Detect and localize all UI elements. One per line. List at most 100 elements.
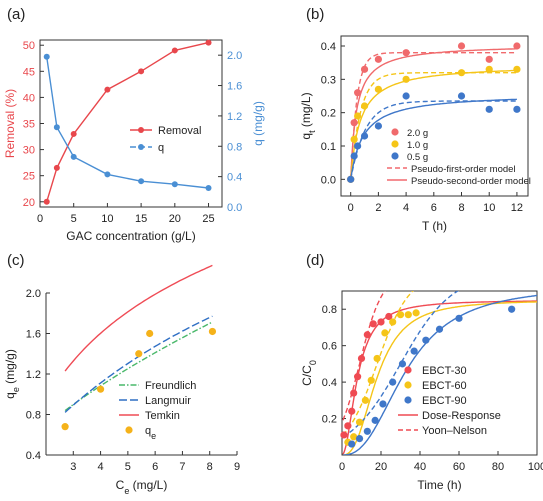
- panel-label-a: (a): [7, 6, 25, 23]
- data-point: [389, 318, 397, 326]
- data-point: [350, 389, 358, 397]
- x-tick-label: 4: [403, 202, 409, 214]
- x-tick-label: 15: [135, 213, 147, 225]
- data-point: [379, 400, 387, 408]
- legend-label: Temkin: [145, 410, 180, 422]
- data-point: [402, 75, 410, 83]
- data-point: [457, 42, 466, 50]
- data-point-Removal: [205, 39, 212, 46]
- panel-a: (a) 0 5 10 15 20 25 20 25 30 35 40 45 50 0.0 0.4 0.8 1.2 1…: [3, 6, 265, 243]
- x-tick-label: 100: [528, 461, 543, 473]
- panel-label-b: (b): [306, 6, 324, 23]
- data-point: [355, 435, 364, 443]
- legend-label: 0.5 g: [407, 152, 428, 163]
- legend-label: EBCT-60: [422, 380, 467, 392]
- panel-label-c: (c): [7, 252, 25, 269]
- x-tick-label: 20: [169, 213, 181, 225]
- y-tick-label: 0.1: [321, 141, 336, 153]
- model-curve: [350, 48, 517, 180]
- panel-label-d: (d): [306, 252, 324, 269]
- y-tick-label-left: 25: [23, 171, 35, 183]
- legend-marker: [391, 140, 399, 148]
- y-axis-label: qt (mg/L): [299, 92, 317, 139]
- data-point: [135, 350, 143, 358]
- legend-marker: [391, 152, 399, 160]
- data-point: [350, 152, 358, 160]
- y-axis-label: C/C0: [300, 360, 318, 386]
- data-point: [373, 354, 381, 363]
- y-tick-label: 1.2: [26, 369, 41, 381]
- legend-marker: [138, 144, 144, 150]
- data-point: [367, 376, 375, 384]
- x-tick-label: 80: [492, 461, 504, 473]
- panel-b: (b) 0 2 4 6 8 10 12 0.0 0.1 0.2 0.3 0.4 T (h) qt (mg/L…: [299, 6, 531, 233]
- y-tick-label: 0.6: [322, 341, 337, 353]
- x-tick-label: 3: [70, 461, 76, 473]
- data-point: [402, 92, 410, 100]
- y-tick-label: 0.8: [26, 410, 41, 422]
- data-point: [348, 407, 356, 415]
- legend-label: qe: [145, 425, 156, 441]
- x-tick-label: 10: [483, 202, 495, 214]
- data-point: [485, 105, 493, 113]
- data-point: [396, 311, 405, 319]
- x-tick-label: 0: [348, 202, 354, 214]
- panel-d: (d) 0 20 40 60 80 100 0.2 0.4 0.6 0.8 Time (h) C/C0 E…: [300, 252, 543, 492]
- y-tick-label-left: 30: [23, 145, 35, 157]
- data-point: [374, 55, 382, 63]
- data-point-q: [205, 185, 212, 192]
- data-point: [412, 309, 420, 317]
- data-point: [385, 312, 393, 321]
- x-tick-label: 7: [179, 461, 185, 473]
- data-point: [485, 65, 493, 73]
- data-point: [513, 42, 521, 50]
- data-point: [208, 327, 217, 336]
- y-tick-label-right: 2.0: [227, 50, 242, 62]
- data-point-Removal: [171, 47, 178, 54]
- data-point: [410, 347, 418, 355]
- model-curve: [342, 291, 386, 421]
- model-curve: [342, 301, 537, 455]
- data-point: [422, 336, 430, 344]
- x-tick-label: 8: [207, 461, 213, 473]
- y-tick-label-left: 45: [23, 66, 35, 78]
- data-point: [348, 440, 356, 448]
- panel-c: (c) 3 4 5 6 7 8 9 0.4 0.8 1.2 1.6 2.0 Ce (mg/L) qe (mg…: [3, 252, 240, 496]
- legend-label: 2.0 g: [407, 128, 428, 139]
- data-point-Removal: [70, 130, 77, 137]
- y-tick-label-right: 0.8: [227, 141, 242, 153]
- y-axis-label-right: q (mg/g): [251, 101, 265, 146]
- x-tick-label: 60: [453, 461, 465, 473]
- x-tick-label: 20: [375, 461, 387, 473]
- y-tick-label: 0.4: [322, 377, 337, 389]
- x-axis-label: T (h): [422, 219, 447, 233]
- data-point-q: [70, 153, 77, 160]
- x-tick-label: 4: [98, 461, 104, 473]
- y-tick-label: 0.3: [321, 74, 336, 86]
- legend-marker: [404, 366, 412, 374]
- data-point-Removal: [138, 68, 145, 75]
- plot-frame: [340, 35, 529, 197]
- data-point: [457, 92, 466, 100]
- legend-marker: [404, 396, 412, 404]
- data-point: [350, 119, 358, 127]
- x-tick-label: 0: [339, 461, 345, 473]
- data-point: [455, 314, 463, 322]
- x-tick-label: 0: [37, 213, 43, 225]
- data-point: [61, 423, 69, 431]
- y-tick-label: 0.2: [321, 108, 336, 120]
- y-tick-label-left: 35: [23, 119, 35, 131]
- y-tick-label-right: 1.6: [227, 81, 242, 93]
- data-point: [350, 433, 358, 441]
- x-tick-label: 5: [71, 213, 77, 225]
- data-point: [363, 427, 371, 435]
- model-curve: [342, 291, 460, 438]
- data-point: [355, 418, 364, 426]
- y-tick-label-left: 40: [23, 92, 35, 104]
- y-tick-label-right: 0.4: [227, 172, 242, 184]
- x-tick-label: 10: [101, 213, 113, 225]
- legend-label: 1.0 g: [407, 140, 428, 151]
- data-point: [344, 422, 352, 430]
- model-curve: [342, 300, 537, 455]
